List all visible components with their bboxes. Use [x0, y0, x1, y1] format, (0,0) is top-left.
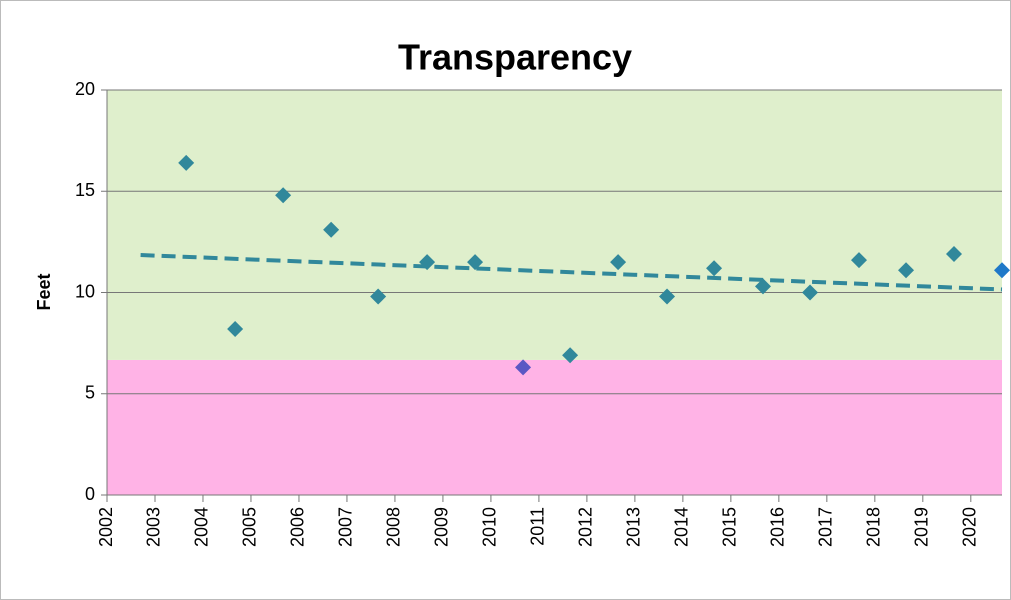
x-tick-label: 2007 [336, 507, 356, 547]
y-tick-label: 20 [75, 79, 95, 99]
band [107, 359, 1002, 495]
data-point [802, 284, 819, 301]
data-point [515, 359, 532, 376]
data-point [370, 288, 387, 305]
band [107, 90, 1002, 360]
data-point [178, 154, 195, 171]
data-point [467, 254, 484, 271]
x-tick-label: 2013 [624, 507, 644, 547]
x-tick-label: 2004 [192, 507, 212, 547]
y-tick-label: 5 [85, 383, 95, 403]
trendline [140, 253, 1003, 292]
x-tick-label: 2005 [240, 507, 260, 547]
x-tick-label: 2008 [384, 507, 404, 547]
x-tick-label: 2019 [912, 507, 932, 547]
data-point [275, 187, 292, 204]
x-tick-label: 2002 [96, 507, 116, 547]
y-tick-label: 10 [75, 281, 95, 301]
y-tick-label: 0 [85, 484, 95, 504]
x-tick-label: 2011 [528, 507, 548, 546]
data-point [610, 254, 627, 271]
y-axis-label: Feet [34, 273, 54, 310]
data-point [706, 260, 723, 277]
chart-title: Transparency [398, 37, 632, 78]
y-tick-label: 15 [75, 180, 95, 200]
x-tick-label: 2020 [960, 507, 980, 547]
x-tick-label: 2012 [576, 507, 596, 547]
x-tick-label: 2016 [768, 507, 788, 547]
data-point [994, 262, 1010, 279]
data-point [323, 221, 340, 238]
data-point [419, 254, 436, 271]
x-tick-label: 2017 [816, 507, 836, 547]
data-point [898, 262, 915, 279]
x-tick-label: 2014 [672, 507, 692, 547]
data-point [850, 252, 867, 269]
data-point [946, 246, 963, 263]
x-tick-label: 2006 [288, 507, 308, 547]
x-tick-label: 2010 [480, 507, 500, 547]
data-point [755, 278, 772, 295]
x-tick-label: 2003 [144, 507, 164, 547]
x-tick-label: 2009 [432, 507, 452, 547]
data-point [227, 320, 244, 337]
x-tick-label: 2018 [864, 507, 884, 547]
data-point [659, 288, 676, 305]
data-point [562, 347, 579, 364]
x-tick-label: 2015 [720, 507, 740, 547]
